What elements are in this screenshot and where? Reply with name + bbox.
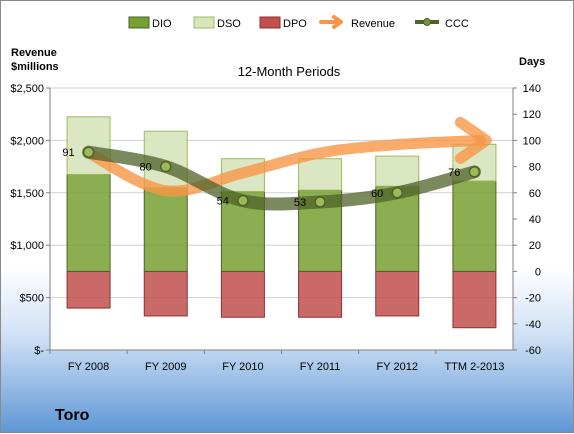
right-tick-label: 40 xyxy=(529,214,541,226)
revenue-arrowhead xyxy=(454,116,492,164)
legend-label-dpo: DPO xyxy=(283,18,307,30)
axes: $- $500 $1,000 $1,500 $2,000 $2,500 -60 -40 -20 0… xyxy=(10,83,541,373)
left-tick-label: $2,000 xyxy=(10,135,44,147)
left-tick-label: $1,000 xyxy=(10,240,44,252)
right-tick-label: 20 xyxy=(529,240,541,252)
legend: DIO DSO DPO Revenue CCC xyxy=(128,15,469,30)
ccc-line xyxy=(82,145,481,211)
right-tick-label: 60 xyxy=(529,188,541,200)
right-tick-label: -60 xyxy=(525,345,541,357)
bar-dio xyxy=(66,173,111,272)
revenue-line xyxy=(83,134,486,197)
left-axis-label-line2: $millions xyxy=(11,61,59,73)
x-tick-label: FY 2011 xyxy=(300,361,341,373)
x-tick-label: TTM 2-2013 xyxy=(444,361,504,373)
ccc-data-label: 54 xyxy=(217,196,229,208)
right-axis-label: Days xyxy=(519,56,545,68)
bar-dpo xyxy=(66,270,111,309)
bar-dpo xyxy=(220,270,265,318)
ccc-marker xyxy=(314,196,326,208)
company-name: Toro xyxy=(55,407,90,424)
left-tick-label: $2,500 xyxy=(10,83,44,95)
ccc-marker xyxy=(160,160,172,173)
bar-dpo xyxy=(298,270,343,318)
right-tick-label: 100 xyxy=(523,135,541,147)
bar-dso xyxy=(375,155,420,187)
legend-label-dio: DIO xyxy=(152,18,172,30)
right-tick-label: 140 xyxy=(523,83,541,95)
ccc-marker xyxy=(237,194,249,207)
legend-label-revenue: Revenue xyxy=(351,18,395,30)
bar-dio xyxy=(452,180,497,272)
x-tick-label: FY 2012 xyxy=(377,361,418,373)
legend-swatch-dpo xyxy=(259,16,281,29)
right-tick-label: 120 xyxy=(523,109,541,121)
left-axis-label-line1: Revenue xyxy=(11,47,57,59)
right-tick-label: -20 xyxy=(525,293,541,305)
chart-title: 12-Month Periods xyxy=(238,64,341,79)
bar-dso xyxy=(298,158,343,191)
bar-dpo xyxy=(375,270,420,317)
left-tick-label: $500 xyxy=(20,293,44,305)
legend-label-ccc: CCC xyxy=(445,18,469,30)
right-tick-label: -40 xyxy=(525,319,541,331)
right-tick-label: 0 xyxy=(535,266,541,278)
x-tick-label: FY 2010 xyxy=(222,361,263,373)
left-tick-label: $1,500 xyxy=(10,188,44,200)
ccc-data-label: 53 xyxy=(294,197,306,209)
left-tick-label: $- xyxy=(34,345,44,357)
legend-swatch-dso xyxy=(193,16,215,29)
legend-marker-ccc xyxy=(423,18,431,26)
ccc-marker xyxy=(82,146,95,158)
ccc-data-label: 91 xyxy=(62,147,74,159)
legend-swatch-dio xyxy=(128,16,150,29)
legend-arrow-revenue xyxy=(319,15,343,29)
ccc-data-label: 60 xyxy=(371,188,383,200)
x-tick-label: FY 2008 xyxy=(68,361,109,373)
bar-dpo xyxy=(143,270,188,317)
legend-label-dso: DSO xyxy=(217,18,241,30)
bar-dpo xyxy=(452,270,497,329)
ccc-data-label: 76 xyxy=(448,167,460,179)
ccc-marker xyxy=(468,166,481,178)
x-tick-label: FY 2009 xyxy=(145,361,186,373)
right-tick-label: 80 xyxy=(529,162,541,174)
lines: 91 80 54 53 60 76 xyxy=(62,116,492,211)
plot-area xyxy=(49,87,514,351)
ccc-data-label: 80 xyxy=(140,162,152,174)
ccc-marker xyxy=(391,187,403,199)
bar-dio xyxy=(143,187,188,272)
